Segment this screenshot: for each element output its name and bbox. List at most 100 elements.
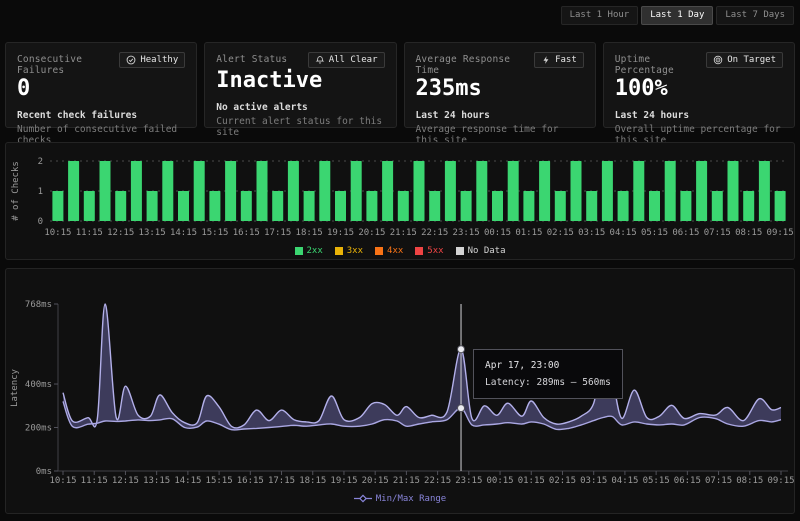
x-tick-label: 09:15 bbox=[767, 476, 794, 486]
check-bar[interactable] bbox=[147, 191, 158, 221]
check-bar[interactable] bbox=[649, 191, 660, 221]
x-tick-label: 03:15 bbox=[578, 228, 605, 238]
check-bar[interactable] bbox=[398, 191, 409, 221]
check-bar[interactable] bbox=[633, 161, 644, 221]
check-bar[interactable] bbox=[68, 161, 79, 221]
x-tick-label: 00:15 bbox=[484, 228, 511, 238]
checks-chart-canvas[interactable]: # of Checks01210:1511:1512:1513:1514:151… bbox=[6, 147, 794, 241]
time-range-last-1-hour[interactable]: Last 1 Hour bbox=[561, 6, 639, 25]
check-bar[interactable] bbox=[257, 161, 268, 221]
check-bar[interactable] bbox=[194, 161, 205, 221]
y-tick-label: 2 bbox=[38, 157, 43, 167]
check-circle-icon bbox=[126, 55, 136, 65]
uptime-percentage-card: Uptime Percentage On Target 100% Last 24… bbox=[603, 42, 795, 128]
avg-response-time-card: Average Response Time Fast 235ms Last 24… bbox=[404, 42, 596, 128]
x-tick-label: 17:15 bbox=[264, 228, 291, 238]
check-bar[interactable] bbox=[162, 161, 173, 221]
check-bar[interactable] bbox=[272, 191, 283, 221]
check-bar[interactable] bbox=[775, 191, 786, 221]
legend-label: 2xx bbox=[307, 246, 323, 256]
x-tick-label: 22:15 bbox=[424, 476, 451, 486]
x-tick-label: 02:15 bbox=[547, 228, 574, 238]
legend-label: 4xx bbox=[387, 246, 403, 256]
x-tick-label: 13:15 bbox=[139, 228, 166, 238]
legend-label: 3xx bbox=[347, 246, 363, 256]
legend-label: 5xx bbox=[427, 246, 443, 256]
check-bar[interactable] bbox=[476, 161, 487, 221]
checks-chart-legend: 2xx 3xx 4xx 5xx No Data bbox=[6, 246, 794, 256]
check-bar[interactable] bbox=[665, 161, 676, 221]
check-bar[interactable] bbox=[680, 191, 691, 221]
legend-label: No Data bbox=[468, 246, 506, 256]
check-bar[interactable] bbox=[712, 191, 723, 221]
check-bar[interactable] bbox=[209, 191, 220, 221]
legend-swatch bbox=[375, 247, 383, 255]
x-tick-label: 21:15 bbox=[390, 228, 417, 238]
x-tick-label: 20:15 bbox=[358, 228, 385, 238]
check-bar[interactable] bbox=[539, 161, 550, 221]
x-tick-label: 15:15 bbox=[206, 476, 233, 486]
check-bar[interactable] bbox=[618, 191, 629, 221]
check-bar[interactable] bbox=[445, 161, 456, 221]
check-bar[interactable] bbox=[461, 191, 472, 221]
x-tick-label: 15:15 bbox=[201, 228, 228, 238]
legend-item-2xx: 2xx bbox=[295, 246, 323, 256]
check-bar[interactable] bbox=[84, 191, 95, 221]
check-bar[interactable] bbox=[508, 161, 519, 221]
badge-label: All Clear bbox=[329, 55, 378, 65]
check-bar[interactable] bbox=[429, 191, 440, 221]
x-tick-label: 01:15 bbox=[518, 476, 545, 486]
latency-chart-canvas[interactable]: Latency0ms200ms400ms768ms10:1511:1512:15… bbox=[6, 273, 794, 489]
check-bar[interactable] bbox=[225, 161, 236, 221]
check-bar[interactable] bbox=[366, 191, 377, 221]
check-bar[interactable] bbox=[743, 191, 754, 221]
card-value: 235ms bbox=[416, 77, 584, 101]
check-bar[interactable] bbox=[602, 161, 613, 221]
card-subtitle: Recent check failures bbox=[17, 110, 185, 121]
check-bar[interactable] bbox=[319, 161, 330, 221]
check-bar[interactable] bbox=[586, 191, 597, 221]
time-range-selector: Last 1 Hour Last 1 Day Last 7 Days bbox=[0, 0, 800, 25]
check-bar[interactable] bbox=[696, 161, 707, 221]
x-tick-label: 16:15 bbox=[233, 228, 260, 238]
x-tick-label: 20:15 bbox=[362, 476, 389, 486]
check-bar[interactable] bbox=[728, 161, 739, 221]
card-description: Current alert status for this site bbox=[216, 116, 384, 138]
check-bar[interactable] bbox=[178, 191, 189, 221]
time-range-last-1-day[interactable]: Last 1 Day bbox=[641, 6, 713, 25]
zap-icon bbox=[541, 55, 551, 65]
check-bar[interactable] bbox=[52, 191, 63, 221]
x-tick-label: 23:15 bbox=[453, 228, 480, 238]
check-bar[interactable] bbox=[523, 191, 534, 221]
card-title: Alert Status bbox=[216, 52, 287, 65]
y-axis-label: Latency bbox=[10, 368, 20, 407]
time-range-last-7-days[interactable]: Last 7 Days bbox=[716, 6, 794, 25]
check-bar[interactable] bbox=[131, 161, 142, 221]
check-bar[interactable] bbox=[115, 191, 126, 221]
x-tick-label: 18:15 bbox=[299, 476, 326, 486]
check-bar[interactable] bbox=[382, 161, 393, 221]
status-badge-on-target: On Target bbox=[706, 52, 783, 68]
x-tick-label: 05:15 bbox=[643, 476, 670, 486]
badge-label: On Target bbox=[727, 55, 776, 65]
check-bar[interactable] bbox=[571, 161, 582, 221]
x-tick-label: 12:15 bbox=[107, 228, 134, 238]
min-point-marker bbox=[458, 404, 465, 411]
card-head: Average Response Time Fast bbox=[416, 52, 584, 76]
check-bar[interactable] bbox=[492, 191, 503, 221]
check-bar[interactable] bbox=[414, 161, 425, 221]
check-bar[interactable] bbox=[288, 161, 299, 221]
x-tick-label: 08:15 bbox=[736, 476, 763, 486]
check-bar[interactable] bbox=[759, 161, 770, 221]
check-bar[interactable] bbox=[304, 191, 315, 221]
check-bar[interactable] bbox=[351, 161, 362, 221]
x-tick-label: 00:15 bbox=[486, 476, 513, 486]
x-tick-label: 19:15 bbox=[330, 476, 357, 486]
check-bar[interactable] bbox=[100, 161, 111, 221]
latency-chart-legend: Min/Max Range bbox=[6, 494, 794, 504]
check-bar[interactable] bbox=[335, 191, 346, 221]
target-icon bbox=[713, 55, 723, 65]
check-bar[interactable] bbox=[241, 191, 252, 221]
check-bar[interactable] bbox=[555, 191, 566, 221]
card-title: Consecutive Failures bbox=[17, 52, 119, 76]
